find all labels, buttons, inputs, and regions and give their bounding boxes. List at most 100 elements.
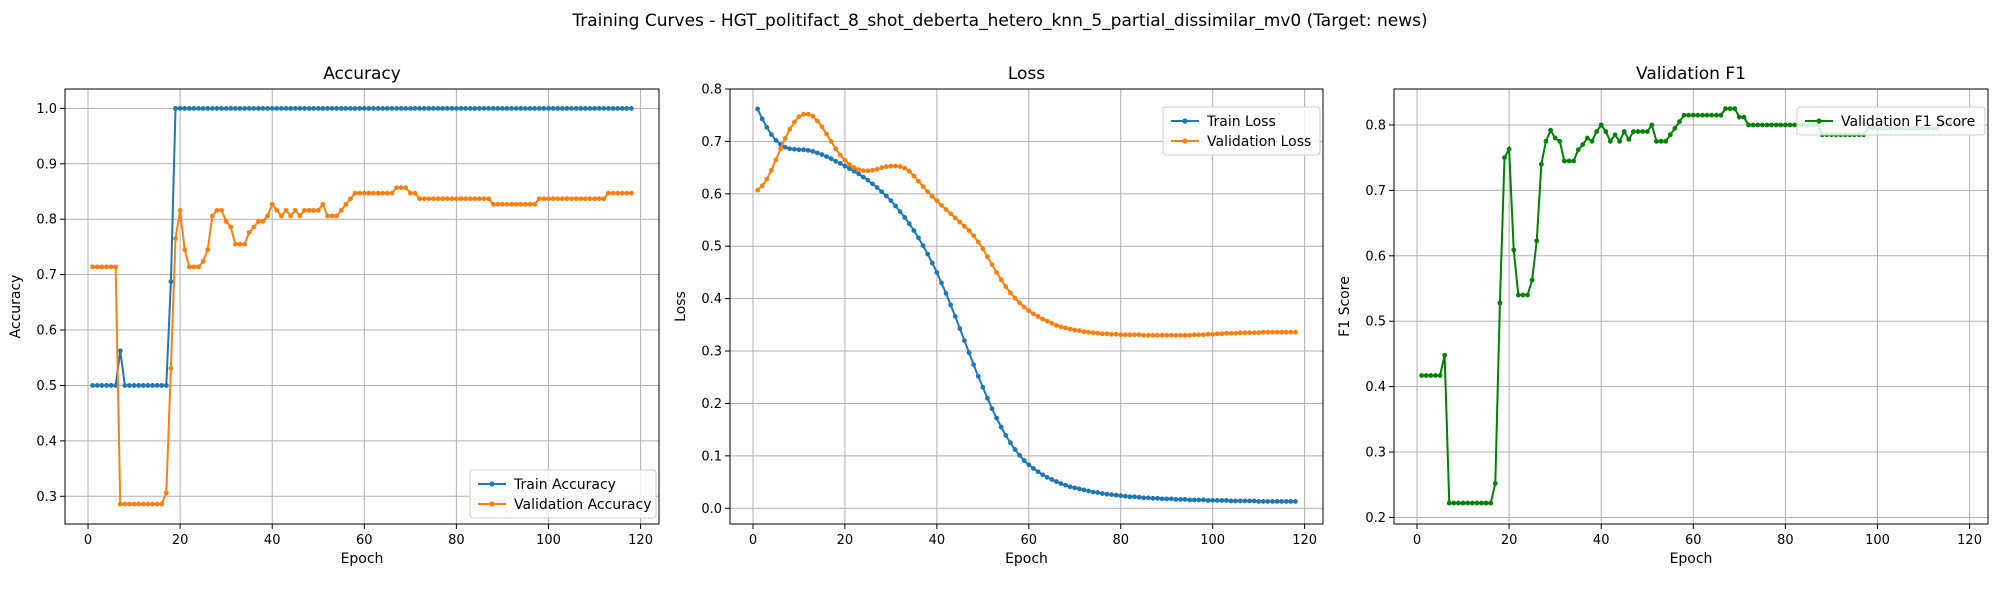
data-point <box>1251 498 1257 504</box>
data-point <box>1127 494 1133 500</box>
data-point <box>1783 122 1788 128</box>
data-point <box>1132 494 1137 500</box>
data-point <box>1210 498 1216 503</box>
data-point <box>860 174 866 180</box>
data-point <box>1205 498 1211 503</box>
data-point <box>440 105 445 111</box>
y-tick-label: 0.8 <box>1365 118 1386 133</box>
data-point <box>320 105 326 111</box>
data-point <box>444 105 450 111</box>
data-point <box>1667 132 1673 138</box>
data-point <box>288 213 294 219</box>
data-point <box>1270 329 1275 335</box>
series-line-1 <box>1421 107 1961 505</box>
data-point <box>159 501 165 507</box>
axes-frame <box>1393 88 1989 525</box>
data-point <box>610 105 616 111</box>
data-point <box>518 105 524 111</box>
data-point <box>417 105 422 111</box>
data-point <box>1529 277 1535 283</box>
y-tick-label: 0.6 <box>36 324 57 339</box>
data-point <box>1700 112 1705 118</box>
data-point <box>1053 479 1059 484</box>
data-point <box>555 105 561 111</box>
data-point <box>361 190 367 196</box>
data-point <box>435 196 441 202</box>
data-point <box>1649 122 1655 128</box>
legend-entry: Validation Accuracy <box>514 497 652 513</box>
data-point <box>265 213 270 219</box>
data-point <box>929 260 935 266</box>
data-point <box>357 105 363 111</box>
data-point <box>205 247 211 253</box>
data-point <box>1511 247 1517 253</box>
data-point <box>1755 122 1761 128</box>
data-point <box>1122 493 1128 499</box>
data-point <box>865 177 871 183</box>
data-point <box>1095 330 1101 336</box>
data-point <box>1778 122 1784 128</box>
data-point <box>237 241 243 247</box>
data-point <box>1063 482 1068 488</box>
data-point <box>1021 458 1027 463</box>
y-tick-label: 0.7 <box>1365 184 1386 199</box>
data-point <box>897 164 903 169</box>
data-point <box>523 201 528 207</box>
data-point <box>532 201 538 207</box>
x-tick-label: 60 <box>1685 533 1702 548</box>
data-point <box>994 415 1000 421</box>
data-point <box>814 118 820 124</box>
data-point <box>939 202 944 208</box>
data-point <box>1187 332 1193 338</box>
series-line-1 <box>92 107 632 387</box>
data-point <box>610 190 616 196</box>
y-tick-label: 0.3 <box>1365 446 1386 461</box>
legend-box <box>469 469 657 519</box>
data-point <box>971 362 977 368</box>
data-point <box>430 105 436 111</box>
data-point <box>1067 484 1073 490</box>
axes-frame <box>64 88 660 525</box>
data-point <box>1196 497 1202 503</box>
x-tick-label: 60 <box>356 533 373 548</box>
data-point <box>228 105 234 111</box>
data-point <box>1247 498 1252 504</box>
data-point <box>394 185 399 191</box>
data-point <box>559 196 565 202</box>
data-point <box>573 196 579 202</box>
data-point <box>417 196 422 202</box>
x-tick-label: 60 <box>1021 533 1038 548</box>
data-point <box>256 105 261 111</box>
data-point <box>801 147 806 153</box>
data-point <box>311 105 317 111</box>
data-point <box>122 501 128 507</box>
data-point <box>916 178 921 184</box>
data-point <box>338 105 344 111</box>
data-point <box>842 157 848 163</box>
data-point <box>380 190 386 196</box>
data-point <box>920 243 926 249</box>
data-point <box>1663 138 1669 144</box>
data-point <box>828 139 834 144</box>
data-point <box>546 196 551 202</box>
data-point <box>108 264 114 270</box>
data-point <box>398 185 404 191</box>
data-point <box>154 383 160 388</box>
data-point <box>592 196 597 202</box>
data-point <box>1492 481 1498 486</box>
data-point <box>1072 327 1078 333</box>
data-point <box>768 132 774 138</box>
data-point <box>279 105 284 111</box>
data-point <box>523 105 528 111</box>
data-point <box>481 196 487 202</box>
data-point <box>1044 318 1050 324</box>
data-point <box>1210 331 1216 337</box>
data-point <box>888 163 894 169</box>
data-point <box>893 163 898 169</box>
x-tick-label: 120 <box>1292 533 1317 548</box>
data-point <box>1741 114 1747 120</box>
data-point <box>1580 142 1586 148</box>
data-point <box>819 152 825 157</box>
data-point <box>1274 329 1280 335</box>
y-tick-label: 0.1 <box>701 449 722 464</box>
